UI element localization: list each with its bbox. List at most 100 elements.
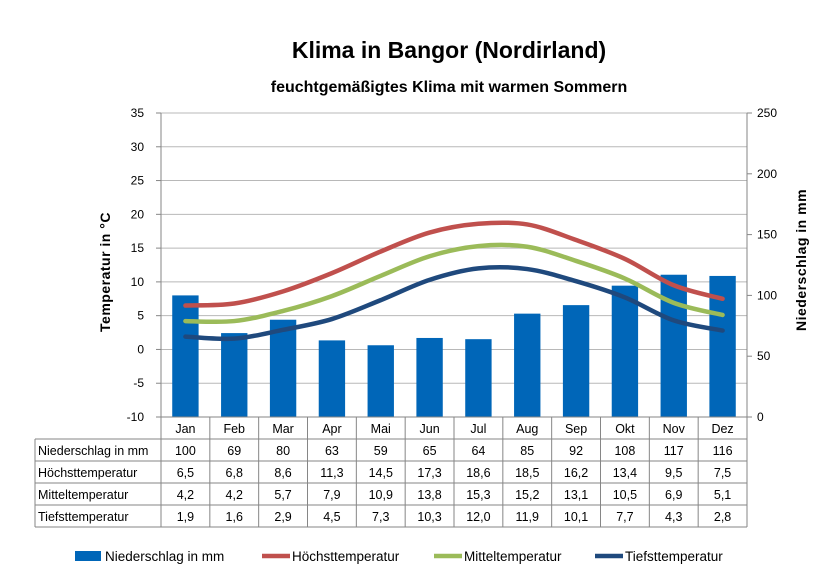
x-tick-label: Jan (175, 422, 195, 436)
table-cell: 6,8 (226, 466, 243, 480)
y-right-tick-label: 0 (757, 410, 764, 424)
y-right-tick-label: 150 (757, 228, 777, 242)
x-tick-label: Nov (663, 422, 686, 436)
table-cell: 64 (471, 444, 485, 458)
line-tiefsttemperatur (183, 264, 725, 342)
table-cell: 116 (713, 444, 733, 458)
y-right-tick-label: 100 (757, 288, 777, 302)
table-cell: 1,6 (226, 510, 243, 524)
table-cell: 2,9 (274, 510, 291, 524)
table-cell: 7,3 (372, 510, 389, 524)
table-cell: 108 (614, 444, 635, 458)
table-cell: 5,1 (714, 488, 731, 502)
table-cell: 11,9 (516, 510, 539, 524)
chart-title: Klima in Bangor (Nordirland) (292, 37, 606, 63)
gridlines (161, 112, 747, 418)
table-cell: 4,2 (177, 488, 194, 502)
table-row-header: Tiefsttemperatur (38, 510, 129, 524)
table-cell: 2,8 (714, 510, 731, 524)
table-cell: 16,2 (564, 466, 588, 480)
line-höchsttemperatur (183, 220, 725, 308)
bar-jan (172, 295, 199, 417)
y-left-tick-label: 20 (131, 207, 145, 221)
y-left-tick-label: 10 (131, 275, 145, 289)
table-cell: 1,9 (177, 510, 194, 524)
table-cell: 6,5 (177, 466, 194, 480)
legend: Niederschlag in mm Höchsttemperatur Mittel… (75, 549, 723, 564)
table-cell: 9,5 (665, 466, 682, 480)
legend-swatch-bar (75, 551, 101, 561)
bar-sep (562, 305, 590, 417)
y-left-tick-label: -5 (133, 376, 144, 390)
y-left-tick-label: 15 (131, 241, 145, 255)
y-left-tick-label: 35 (131, 106, 145, 120)
table-cell: 7,7 (616, 510, 633, 524)
table-cell: 13,1 (564, 488, 588, 502)
x-tick-label: Mai (371, 422, 391, 436)
table-cell: 13,8 (417, 488, 441, 502)
table-cell: 12,0 (466, 510, 490, 524)
table-cell: 17,3 (417, 466, 441, 480)
y-right-tick-label: 250 (757, 106, 777, 120)
x-tick-label: Feb (223, 422, 245, 436)
y-left-tick-label: 25 (131, 174, 145, 188)
table-row-header: Höchsttemperatur (38, 466, 137, 480)
table-cell: 4,2 (226, 488, 243, 502)
x-tick-label: Apr (322, 422, 341, 436)
chart-subtitle: feuchtgemäßigtes Klima mit warmen Sommer… (271, 79, 628, 96)
table-cell: 15,2 (515, 488, 539, 502)
bar-apr (318, 340, 346, 417)
table-cell: 65 (423, 444, 437, 458)
bar-jul (465, 339, 492, 417)
table-cell: 13,4 (613, 466, 637, 480)
y-axis-right-label: Niederschlag in mm (793, 189, 809, 331)
x-tick-label: Jul (470, 422, 486, 436)
table-cell: 117 (664, 444, 684, 458)
bar-feb (221, 333, 248, 417)
y-left-tick-label: -10 (127, 410, 145, 424)
bar-mar (269, 319, 297, 417)
table-cell: 59 (374, 444, 388, 458)
table-cell: 80 (276, 444, 290, 458)
table-cell: 63 (325, 444, 339, 458)
table-cell: 7,9 (323, 488, 340, 502)
x-tick-label: Dez (711, 422, 733, 436)
x-tick-label: Aug (516, 422, 538, 436)
table-cell: 10,9 (369, 488, 393, 502)
temperature-lines (183, 220, 725, 342)
bar-nov (660, 274, 687, 417)
legend-label: Höchsttemperatur (292, 549, 400, 564)
table-cell: 10,5 (613, 488, 637, 502)
table-cell: 18,6 (466, 466, 490, 480)
y-left-tick-label: 30 (131, 140, 145, 154)
y-right-tick-label: 50 (757, 349, 771, 363)
table-cell: 4,3 (665, 510, 682, 524)
x-tick-label: Mar (272, 422, 294, 436)
table-cell: 6,9 (665, 488, 682, 502)
table-cell: 18,5 (515, 466, 539, 480)
table-cell: 69 (227, 444, 241, 458)
y-right-tick-label: 200 (757, 167, 777, 181)
table-cell: 4,5 (323, 510, 340, 524)
table-cell: 8,6 (274, 466, 291, 480)
y-left-tick-label: 5 (137, 309, 144, 323)
legend-label: Tiefsttemperatur (625, 549, 723, 564)
legend-label: Mitteltemperatur (464, 549, 562, 564)
table-row-header: Mitteltemperatur (38, 488, 128, 502)
x-tick-label: Sep (565, 422, 587, 436)
x-tick-label: Okt (615, 422, 635, 436)
table-cell: 11,3 (320, 466, 343, 480)
line-mitteltemperatur (183, 242, 725, 325)
precipitation-bars (172, 274, 736, 417)
y-left-tick-label: 0 (137, 342, 144, 356)
bar-mai (367, 345, 394, 417)
bar-aug (514, 313, 541, 417)
table-row-header: Niederschlag in mm (38, 444, 148, 458)
table-cell: 10,1 (564, 510, 588, 524)
table-cell: 10,3 (417, 510, 441, 524)
data-table: Jan Feb Mar Apr Mai Jun Jul Aug Sep Okt Nov Dez Nied… (34, 416, 748, 528)
bar-jun (416, 337, 443, 417)
table-cell: 92 (569, 444, 583, 458)
